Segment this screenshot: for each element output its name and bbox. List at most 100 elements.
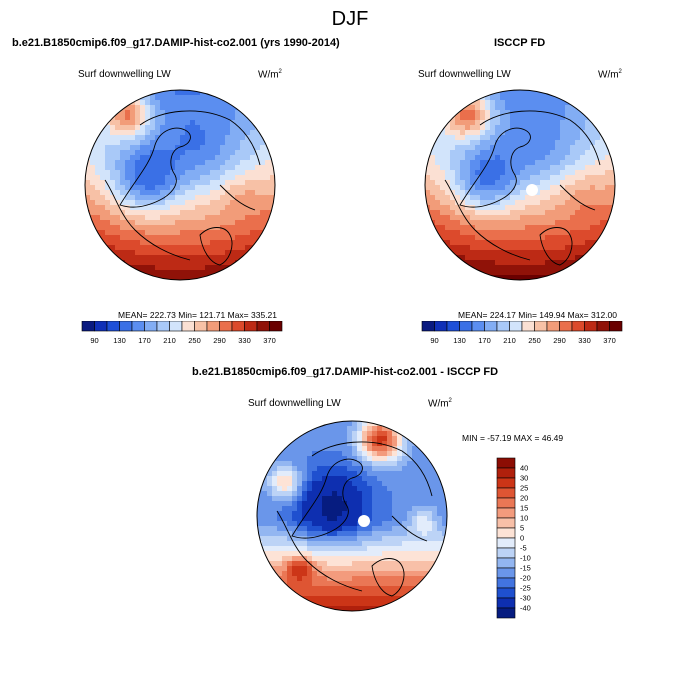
panel2-map (424, 89, 616, 281)
colorbar-swatch (496, 497, 516, 509)
colorbar-swatch (471, 321, 485, 332)
panel1-units-exp: 2 (278, 69, 282, 75)
panel2-variable-label: Surf downwelling LW (418, 69, 511, 80)
panel1-colorbar: 90 130 170 210 250 290 330 370 (81, 321, 283, 345)
colorbar-swatch (131, 321, 145, 332)
colorbar-swatch (421, 321, 435, 332)
colorbar-swatch (496, 547, 516, 559)
colorbar-tick-label: 30 (520, 474, 528, 483)
colorbar-swatch (446, 321, 460, 332)
colorbar-swatch (231, 321, 245, 332)
colorbar-tick-label: 290 (553, 336, 566, 345)
colorbar-swatch (496, 507, 516, 519)
colorbar-tick-label: 0 (520, 534, 524, 543)
colorbar-tick-label: -25 (520, 584, 531, 593)
panel2-stats: MEAN= 224.17 Min= 149.94 Max= 312.00 (458, 310, 618, 320)
panel3-units-text: W/m (428, 398, 449, 410)
colorbar-tick-label: 10 (520, 514, 528, 523)
colorbar-swatch (496, 517, 516, 529)
colorbar-swatch (496, 567, 516, 579)
colorbar-tick-label: -20 (520, 574, 531, 583)
colorbar-swatch (496, 587, 516, 599)
colorbar-swatch (596, 321, 610, 332)
main-title: DJF (331, 8, 369, 30)
panel2-colorbar: 90 130 170 210 250 290 330 370 (421, 321, 623, 345)
colorbar-swatch (496, 457, 516, 469)
panel2-title: ISCCP FD (494, 37, 546, 49)
colorbar-swatch (81, 321, 95, 332)
panel1-title: b.e21.B1850cmip6.f09_g17.DAMIP-hist-co2.… (12, 37, 340, 49)
colorbar-tick-label: -10 (520, 554, 531, 563)
colorbar-tick-label: -30 (520, 594, 531, 603)
colorbar-swatch (496, 321, 510, 332)
panel1-map (84, 89, 276, 281)
colorbar-swatch (244, 321, 258, 332)
colorbar-tick-label: 210 (503, 336, 516, 345)
panel3-units: W/m2 (428, 398, 452, 409)
colorbar-swatch (496, 597, 516, 609)
colorbar-tick-label: 130 (113, 336, 126, 345)
map-field (425, 90, 615, 280)
colorbar-tick-label: 250 (528, 336, 541, 345)
colorbar-swatch (496, 577, 516, 589)
panel1-variable-label: Surf downwelling LW (78, 69, 171, 80)
colorbar-tick-label: -15 (520, 564, 531, 573)
colorbar-tick-label: 290 (213, 336, 226, 345)
colorbar-swatch (496, 487, 516, 499)
colorbar-tick-label: 20 (520, 494, 528, 503)
panel2-units-exp: 2 (618, 69, 622, 75)
panel2-units-text: W/m (598, 69, 619, 81)
colorbar-tick-label: 370 (603, 336, 616, 345)
map-field (257, 421, 447, 611)
colorbar-swatch (206, 321, 220, 332)
colorbar-swatch (534, 321, 548, 332)
colorbar-swatch (496, 557, 516, 569)
colorbar-swatch (571, 321, 585, 332)
colorbar-swatch (496, 467, 516, 479)
colorbar-swatch (521, 321, 535, 332)
colorbar-swatch (144, 321, 158, 332)
panel3-map (256, 420, 448, 612)
colorbar-tick-label: 90 (430, 336, 438, 345)
colorbar-swatch (459, 321, 473, 332)
colorbar-tick-label: 330 (238, 336, 251, 345)
colorbar-swatch (484, 321, 498, 332)
panel1-units: W/m2 (258, 69, 282, 80)
colorbar-tick-label: -40 (520, 604, 531, 613)
colorbar-swatch (181, 321, 195, 332)
colorbar-swatch (169, 321, 183, 332)
colorbar-tick-label: 250 (188, 336, 201, 345)
colorbar-tick-label: 25 (520, 484, 528, 493)
colorbar-tick-label: 90 (90, 336, 98, 345)
colorbar-swatch (194, 321, 208, 332)
map-field (85, 90, 275, 280)
colorbar-swatch (119, 321, 133, 332)
colorbar-tick-label: 15 (520, 504, 528, 513)
colorbar-swatch (584, 321, 598, 332)
colorbar-swatch (496, 477, 516, 489)
colorbar-swatch (609, 321, 623, 332)
panel3-stats: MIN = -57.19 MAX = 46.49 (462, 433, 564, 443)
colorbar-swatch (509, 321, 523, 332)
panel3-title: b.e21.B1850cmip6.f09_g17.DAMIP-hist-co2.… (192, 366, 499, 378)
colorbar-swatch (156, 321, 170, 332)
colorbar-tick-label: 130 (453, 336, 466, 345)
colorbar-swatch (496, 607, 516, 619)
colorbar-tick-label: 40 (520, 464, 528, 473)
colorbar-tick-label: 170 (478, 336, 491, 345)
panel3-units-exp: 2 (448, 398, 452, 404)
panel1-stats: MEAN= 222.73 Min= 121.71 Max= 335.21 (118, 310, 278, 320)
colorbar-swatch (256, 321, 270, 332)
colorbar-swatch (106, 321, 120, 332)
colorbar-swatch (496, 537, 516, 549)
colorbar-swatch (269, 321, 283, 332)
colorbar-tick-label: 330 (578, 336, 591, 345)
colorbar-swatch (219, 321, 233, 332)
colorbar-tick-label: 5 (520, 524, 524, 533)
colorbar-swatch (546, 321, 560, 332)
colorbar-swatch (434, 321, 448, 332)
panel2-units: W/m2 (598, 69, 622, 80)
colorbar-swatch (94, 321, 108, 332)
panel3-variable-label: Surf downwelling LW (248, 398, 341, 409)
